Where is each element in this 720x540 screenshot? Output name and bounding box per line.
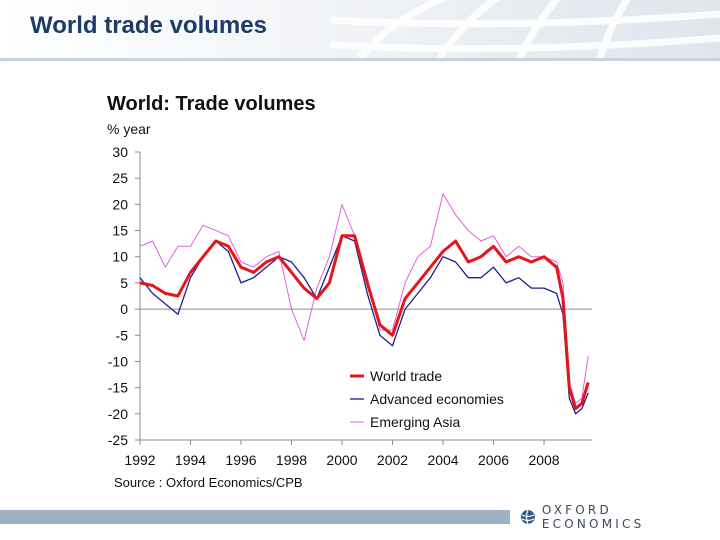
globe-icon <box>520 509 535 525</box>
x-tick-label: 1996 <box>225 452 256 468</box>
y-tick-label: -10 <box>108 353 128 369</box>
series-line-world-trade <box>139 234 590 411</box>
y-tick-label: 20 <box>112 196 128 212</box>
y-tick-label: 15 <box>112 223 128 239</box>
x-tick-label: 2008 <box>528 452 559 468</box>
legend-label-world-trade: World trade <box>370 368 442 384</box>
chart-title: World: Trade volumes <box>107 93 316 115</box>
header-divider <box>0 58 720 61</box>
legend-label-advanced-economies: Advanced economies <box>370 391 504 407</box>
y-tick-label: 30 <box>112 144 128 160</box>
source-note: Source : Oxford Economics/CPB <box>114 475 303 490</box>
footer-bar <box>0 510 510 524</box>
slide-title: World trade volumes <box>30 12 267 39</box>
x-tick-label: 2006 <box>478 452 509 468</box>
oxford-economics-logo: OXFORD ECONOMICS <box>520 503 720 531</box>
x-tick-label: 2002 <box>377 452 408 468</box>
series-line-advanced-economies <box>139 235 589 415</box>
x-tick-label: 1994 <box>175 452 206 468</box>
x-tick-label: 1992 <box>124 452 155 468</box>
y-tick-label: 25 <box>112 170 128 186</box>
legend-label-emerging-asia: Emerging Asia <box>370 414 460 430</box>
slide-header: World trade volumes <box>0 0 720 58</box>
y-tick-label: -15 <box>108 380 128 396</box>
series-layer <box>139 193 590 415</box>
y-tick-label: 10 <box>112 249 128 265</box>
y-tick-label: 5 <box>120 275 128 291</box>
trade-volumes-chart: World: Trade volumes % year 30 25 20 15 10 5 0… <box>107 93 592 490</box>
y-axis-label: % year <box>107 121 151 137</box>
y-tick-label: -5 <box>116 327 129 343</box>
y-axis: 30 25 20 15 10 5 0 -5 -10 -15 -20 -25 <box>108 144 140 448</box>
y-tick-label: 0 <box>120 301 128 317</box>
series-line-emerging-asia <box>139 193 589 404</box>
legend: World trade Advanced economies Emerging As… <box>350 368 504 430</box>
y-tick-label: -25 <box>108 432 128 448</box>
y-tick-label: -20 <box>108 406 128 422</box>
x-tick-label: 2000 <box>326 452 357 468</box>
x-tick-label: 1998 <box>276 452 307 468</box>
logo-text: OXFORD ECONOMICS <box>541 503 645 531</box>
x-axis: 1992 1994 1996 1998 2000 2002 2004 2006 2008 <box>124 440 560 468</box>
globe-grid-decoration <box>330 0 720 58</box>
x-tick-label: 2004 <box>427 452 458 468</box>
